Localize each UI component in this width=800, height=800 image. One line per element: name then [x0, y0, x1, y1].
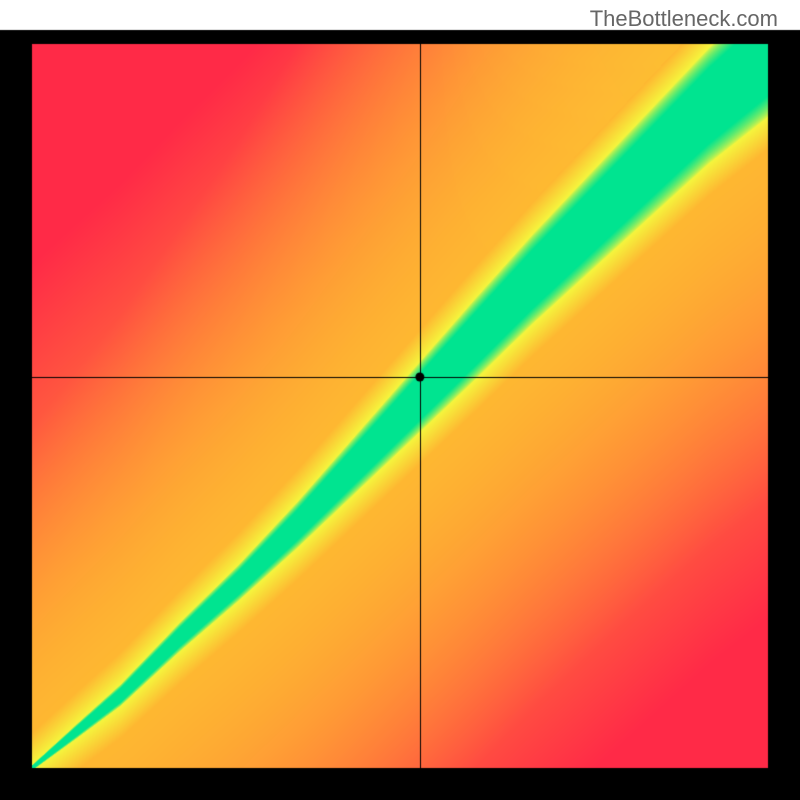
- bottleneck-heatmap-canvas: [0, 0, 800, 800]
- watermark-text: TheBottleneck.com: [590, 6, 778, 32]
- chart-container: TheBottleneck.com: [0, 0, 800, 800]
